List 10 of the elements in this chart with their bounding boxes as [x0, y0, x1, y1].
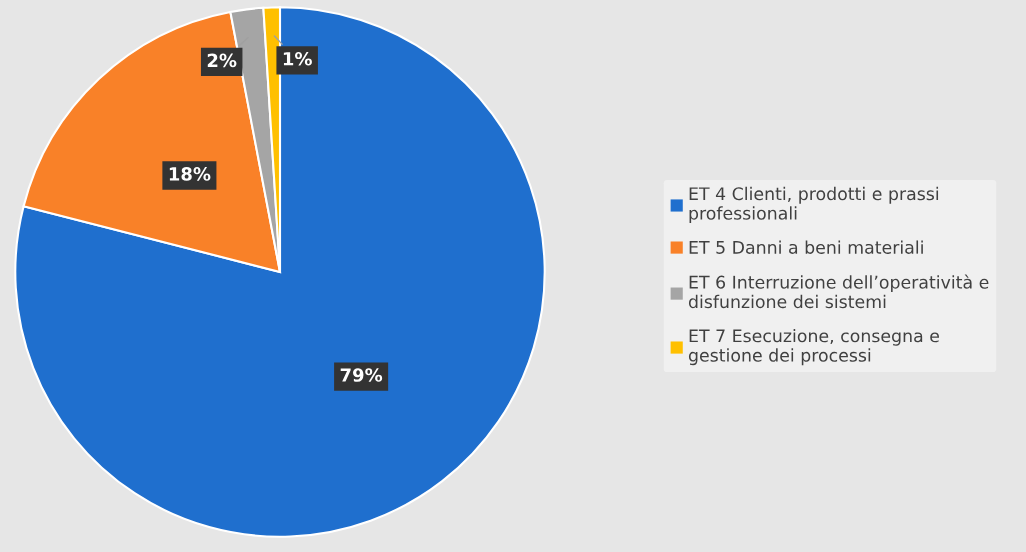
legend-label: ET 7 Esecuzione, consegna e gestione dei processi: [688, 328, 939, 366]
data-label: 1%: [283, 51, 312, 66]
pie-slice: [22, 10, 282, 274]
legend-label: ET 4 Clienti, prodotti e prassi professionali: [689, 186, 939, 224]
legend-label: ET 5 Danni a beni materiali: [689, 240, 923, 254]
pie-slice: [14, 6, 546, 538]
data-label: 18%: [169, 167, 211, 181]
legend-label: ET 6 Interruzione dell’operatività e disfunzione dei sistemi: [688, 274, 989, 309]
data-label: 2%: [207, 53, 237, 68]
data-label: 79%: [340, 368, 383, 382]
